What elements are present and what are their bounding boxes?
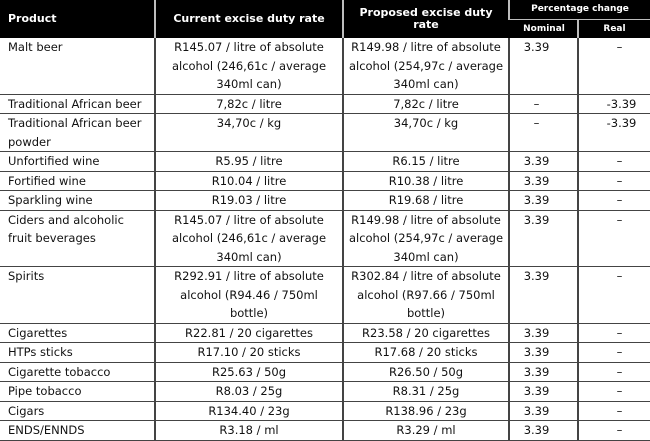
product-cell: Ciders and alcoholic fruit beverages	[0, 210, 155, 267]
real-change-cell: –	[577, 151, 650, 172]
product-cell: Pipe tobacco	[0, 381, 155, 402]
nominal-change-cell: –	[508, 113, 578, 152]
nominal-change-cell: 3.39	[508, 420, 578, 441]
product-cell: Cigarettes	[0, 323, 155, 343]
current-rate-cell: R145.07 / litre of absolute alcohol (246…	[154, 38, 343, 95]
product-cell: Cigarette tobacco	[0, 362, 155, 382]
nominal-change-cell: 3.39	[508, 401, 578, 421]
product-cell: Traditional African beer powder	[0, 113, 155, 152]
nominal-change-cell: 3.39	[508, 190, 578, 211]
table-row: Pipe tobacco R8.03 / 25g R8.31 / 25g 3.3…	[0, 381, 650, 402]
proposed-rate-cell: R149.98 / litre of absolute alcohol (254…	[342, 38, 509, 95]
table-row: Traditional African beer 7,82c / litre 7…	[0, 94, 650, 114]
current-rate-cell: R8.03 / 25g	[154, 381, 343, 402]
real-change-cell: –	[577, 342, 650, 363]
product-cell: Malt beer	[0, 38, 155, 95]
header-proposed-rate: Proposed excise duty rate	[342, 0, 509, 38]
nominal-change-cell: 3.39	[508, 362, 578, 382]
real-change-cell: –	[577, 420, 650, 441]
table-row: Sparkling wine R19.03 / litre R19.68 / l…	[0, 190, 650, 211]
table-row: Malt beer R145.07 / litre of absolute al…	[0, 38, 650, 95]
header-nominal: Nominal	[509, 19, 578, 38]
nominal-change-cell: 3.39	[508, 381, 578, 402]
table-row: Ciders and alcoholic fruit beverages R14…	[0, 210, 650, 267]
table-row: HTPs sticks R17.10 / 20 sticks R17.68 / …	[0, 342, 650, 363]
proposed-rate-cell: R302.84 / litre of absolute alcohol (R97…	[342, 266, 509, 324]
real-change-cell: –	[577, 38, 650, 95]
proposed-rate-cell: 34,70c / kg	[342, 113, 509, 152]
real-change-cell: –	[577, 362, 650, 382]
real-change-cell: –	[577, 190, 650, 211]
nominal-change-cell: 3.39	[508, 171, 578, 191]
proposed-rate-cell: R6.15 / litre	[342, 151, 509, 172]
current-rate-cell: R10.04 / litre	[154, 171, 343, 191]
header-real: Real	[577, 19, 650, 38]
table-row: Cigarettes R22.81 / 20 cigarettes R23.58…	[0, 323, 650, 343]
table-body: Malt beer R145.07 / litre of absolute al…	[0, 38, 650, 441]
table-row: Fortified wine R10.04 / litre R10.38 / l…	[0, 171, 650, 191]
real-change-cell: –	[577, 323, 650, 343]
header-percentage-change: Percentage change	[508, 0, 650, 20]
nominal-change-cell: 3.39	[508, 151, 578, 172]
real-change-cell: -3.39	[577, 113, 650, 152]
proposed-rate-cell: R3.29 / ml	[342, 420, 509, 441]
real-change-cell: -3.39	[577, 94, 650, 114]
table-row: Traditional African beer powder 34,70c /…	[0, 113, 650, 152]
current-rate-cell: R134.40 / 23g	[154, 401, 343, 421]
proposed-rate-cell: R8.31 / 25g	[342, 381, 509, 402]
nominal-change-cell: 3.39	[508, 210, 578, 267]
current-rate-cell: R3.18 / ml	[154, 420, 343, 441]
table-row: Spirits R292.91 / litre of absolute alco…	[0, 266, 650, 324]
nominal-change-cell: 3.39	[508, 266, 578, 324]
current-rate-cell: R17.10 / 20 sticks	[154, 342, 343, 363]
real-change-cell: –	[577, 171, 650, 191]
proposed-rate-cell: R26.50 / 50g	[342, 362, 509, 382]
header-current-rate: Current excise duty rate	[154, 0, 343, 38]
proposed-rate-cell: R138.96 / 23g	[342, 401, 509, 421]
current-rate-cell: R145.07 / litre of absolute alcohol (246…	[154, 210, 343, 267]
current-rate-cell: 7,82c / litre	[154, 94, 343, 114]
table-header: Product Current excise duty rate Propose…	[0, 0, 650, 38]
current-rate-cell: R25.63 / 50g	[154, 362, 343, 382]
real-change-cell: –	[577, 266, 650, 324]
nominal-change-cell: –	[508, 94, 578, 114]
product-cell: Traditional African beer	[0, 94, 155, 114]
product-cell: HTPs sticks	[0, 342, 155, 363]
real-change-cell: –	[577, 401, 650, 421]
table-row: Cigarette tobacco R25.63 / 50g R26.50 / …	[0, 362, 650, 382]
header-product: Product	[0, 0, 155, 38]
current-rate-cell: 34,70c / kg	[154, 113, 343, 152]
nominal-change-cell: 3.39	[508, 38, 578, 95]
proposed-rate-cell: R17.68 / 20 sticks	[342, 342, 509, 363]
product-cell: Fortified wine	[0, 171, 155, 191]
product-cell: Sparkling wine	[0, 190, 155, 211]
real-change-cell: –	[577, 210, 650, 267]
real-change-cell: –	[577, 381, 650, 402]
proposed-rate-cell: R10.38 / litre	[342, 171, 509, 191]
product-cell: Cigars	[0, 401, 155, 421]
proposed-rate-cell: R19.68 / litre	[342, 190, 509, 211]
product-cell: Unfortified wine	[0, 151, 155, 172]
current-rate-cell: R292.91 / litre of absolute alcohol (R94…	[154, 266, 343, 324]
table-row: Unfortified wine R5.95 / litre R6.15 / l…	[0, 151, 650, 172]
product-cell: Spirits	[0, 266, 155, 324]
current-rate-cell: R19.03 / litre	[154, 190, 343, 211]
current-rate-cell: R5.95 / litre	[154, 151, 343, 172]
proposed-rate-cell: 7,82c / litre	[342, 94, 509, 114]
proposed-rate-cell: R149.98 / litre of absolute alcohol (254…	[342, 210, 509, 267]
current-rate-cell: R22.81 / 20 cigarettes	[154, 323, 343, 343]
table-row: ENDS/ENNDS R3.18 / ml R3.29 / ml 3.39 –	[0, 420, 650, 441]
table-row: Cigars R134.40 / 23g R138.96 / 23g 3.39 …	[0, 401, 650, 421]
nominal-change-cell: 3.39	[508, 342, 578, 363]
proposed-rate-cell: R23.58 / 20 cigarettes	[342, 323, 509, 343]
nominal-change-cell: 3.39	[508, 323, 578, 343]
product-cell: ENDS/ENNDS	[0, 420, 155, 441]
